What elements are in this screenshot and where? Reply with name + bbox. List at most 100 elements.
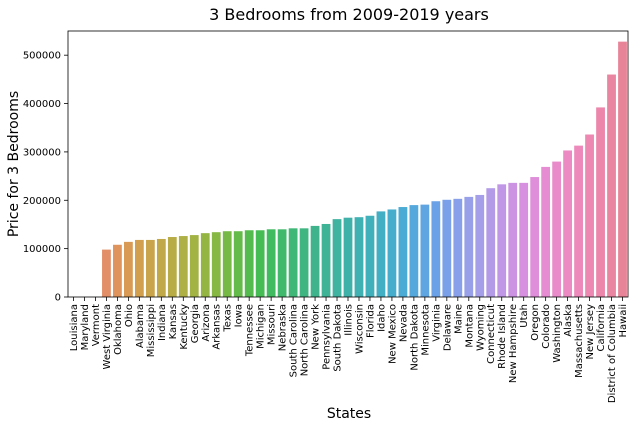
x-tick-label: Idaho — [376, 304, 387, 332]
y-tick-label: 400000 — [23, 99, 61, 110]
x-tick-label: Connecticut — [486, 304, 497, 364]
x-tick-label: Pennsylvania — [322, 304, 333, 370]
bar-nevada — [398, 207, 408, 297]
x-tick-label: Indiana — [157, 304, 168, 341]
x-tick-label: South Dakota — [333, 304, 344, 372]
bar-mississippi — [145, 239, 155, 297]
x-tick-label: Georgia — [190, 304, 201, 343]
bar-alabama — [134, 239, 144, 297]
bar-florida — [365, 215, 375, 297]
x-tick-label: Virginia — [431, 304, 442, 342]
x-tick-label: Texas — [223, 304, 234, 333]
x-tick-label: Nebraska — [278, 304, 289, 351]
y-tick-label: 0 — [55, 293, 61, 304]
plot-area-frame — [67, 30, 629, 298]
x-tick-label: Oregon — [530, 304, 541, 341]
x-tick-label: North Carolina — [300, 304, 311, 376]
x-tick-label: Maryland — [80, 304, 91, 350]
bar-pennsylvania — [321, 223, 331, 297]
x-tick-label: Rhode Island — [497, 304, 508, 369]
x-tick-label: New Hampshire — [508, 304, 519, 383]
bar-arizona — [200, 233, 210, 297]
bar-colorado — [541, 166, 551, 297]
x-tick-label: Mississippi — [146, 304, 157, 357]
x-tick-label: North Dakota — [409, 304, 420, 371]
x-tick-label: Washington — [552, 304, 563, 363]
x-tick-label: Minnesota — [420, 304, 431, 356]
x-tick-label: Wisconsin — [354, 304, 365, 354]
x-tick-label: Missouri — [267, 304, 278, 345]
bar-south-dakota — [332, 219, 342, 297]
x-tick-label: Oklahoma — [113, 304, 124, 355]
bar-district-of-columbia — [607, 74, 616, 297]
x-tick-label: Kansas — [168, 304, 179, 339]
bar-new-york — [310, 225, 320, 297]
x-tick-label: Arkansas — [212, 304, 223, 350]
x-tick-label: Alaska — [563, 304, 574, 337]
y-tick-label: 100000 — [23, 244, 61, 255]
bar-idaho — [376, 211, 386, 297]
bar-missouri — [266, 229, 276, 297]
bar-montana — [464, 196, 474, 297]
chart-title: 3 Bedrooms from 2009-2019 years — [209, 5, 489, 24]
x-axis-label: States — [327, 406, 371, 422]
x-tick-label: Illinois — [344, 304, 355, 336]
bar-indiana — [156, 238, 166, 297]
x-axis: Louisiana Maryland Vermont West Virginia Okl… — [69, 297, 629, 403]
x-tick-label: Massachusetts — [574, 304, 585, 378]
x-tick-label: Michigan — [256, 304, 267, 349]
x-tick-label: Iowa — [234, 304, 245, 327]
x-tick-label: Florida — [365, 304, 376, 338]
bar-connecticut — [486, 188, 496, 297]
y-tick-label: 500000 — [23, 51, 61, 62]
bar-kentucky — [178, 236, 188, 297]
x-tick-label: Kentucky — [179, 304, 190, 350]
bar-south-carolina — [288, 228, 298, 297]
bar-washington — [552, 161, 562, 297]
bar-utah — [519, 182, 529, 297]
x-tick-label: Louisiana — [69, 304, 80, 351]
bar-rhode-island — [497, 184, 507, 297]
x-tick-label: Delaware — [442, 304, 453, 351]
bar-new-hampshire — [508, 182, 518, 297]
x-tick-label: California — [596, 304, 607, 352]
bar-iowa — [233, 231, 243, 297]
x-tick-label: Montana — [464, 304, 475, 348]
x-tick-label: West Virginia — [102, 304, 113, 369]
x-tick-label: Hawaii — [618, 304, 629, 338]
bar-north-carolina — [299, 228, 309, 297]
x-tick-label: Nevada — [398, 304, 409, 342]
x-tick-label: Tennessee — [245, 304, 256, 357]
x-tick-label: Ohio — [124, 304, 135, 327]
bar-massachusetts — [574, 145, 583, 297]
bar-michigan — [255, 230, 265, 297]
bar-wyoming — [475, 194, 485, 297]
x-tick-label: Maine — [453, 304, 464, 334]
x-tick-label: Arizona — [201, 304, 212, 342]
bar-wisconsin — [354, 217, 364, 297]
x-tick-label: Colorado — [541, 304, 552, 349]
x-tick-label: Wyoming — [475, 304, 486, 351]
bar-alaska — [563, 150, 572, 297]
bar-maine — [453, 198, 463, 297]
y-tick-label: 300000 — [23, 147, 61, 158]
y-tick-label: 200000 — [23, 196, 61, 207]
x-tick-label: New Mexico — [387, 304, 398, 364]
bar-ohio — [124, 241, 133, 297]
x-tick-label: South Carolina — [289, 304, 300, 377]
bar-nebraska — [277, 229, 287, 297]
x-tick-label: Vermont — [91, 304, 102, 346]
x-tick-label: Alabama — [135, 304, 146, 348]
y-axis: 0 100000 200000 300000 400000 500000 — [23, 51, 68, 304]
bar-texas — [222, 231, 232, 297]
bar-oregon — [530, 177, 540, 297]
bar-hawaii — [618, 41, 627, 297]
bar-minnesota — [420, 204, 430, 297]
bar-kansas — [167, 237, 177, 297]
bar-new-jersey — [585, 134, 594, 297]
y-axis-label: Price for 3 Bedrooms — [6, 91, 22, 237]
bars-group — [102, 41, 627, 297]
x-tick-label: New York — [311, 304, 322, 350]
